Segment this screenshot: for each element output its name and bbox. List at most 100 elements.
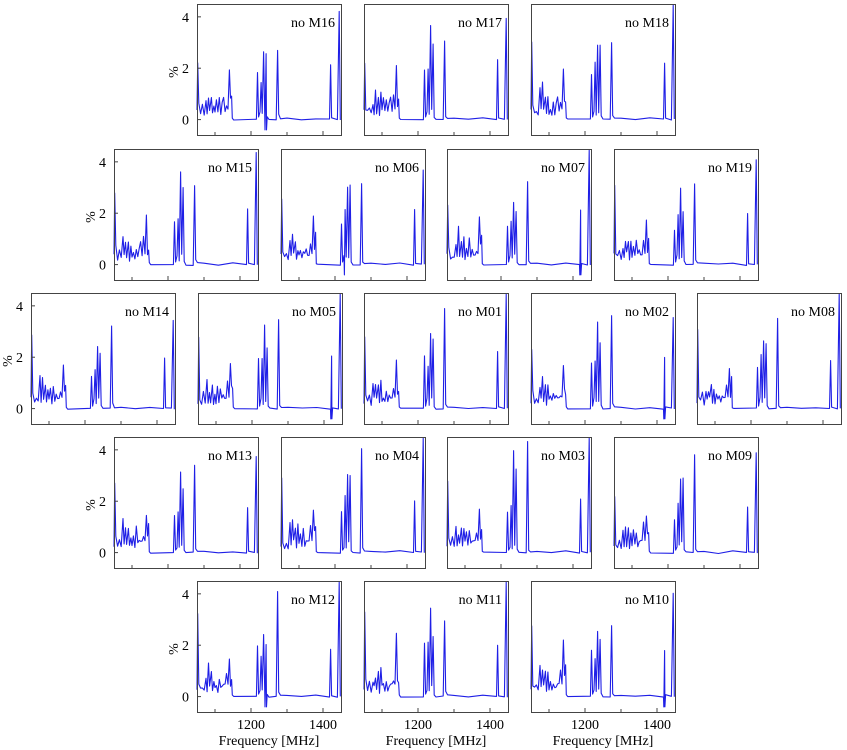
panel-label: no M10 [625,593,669,608]
y-tick-label: 4 [182,588,189,603]
series-line [30,319,175,410]
x-tick-label: 1200 [404,718,432,733]
axes-frame [447,149,592,281]
series-line [363,17,508,121]
y-tick-label: 2 [182,639,189,654]
series-line [613,159,758,266]
subplot-no-m16: 0 2 4% no M16 [167,4,342,136]
subplot-no-m19: no M19 [613,149,759,281]
y-tick-label: 0 [182,691,189,706]
y-tick-label: 2 [16,351,23,366]
y-axis-label: % [167,643,182,655]
y-axis-label: % [84,211,99,223]
x-axis-label: Frequency [MHz] [553,734,654,749]
subplot-no-m07: no M07 [446,149,592,281]
subplot-no-m09: no M09 [613,437,759,569]
y-axis-label: % [84,499,99,511]
subplot-no-m02: no M02 [530,293,676,425]
series-line [613,452,758,555]
y-tick-label: 4 [99,444,106,459]
y-tick-label: 2 [99,495,106,510]
y-tick-label: 2 [99,207,106,222]
axes-frame [364,293,509,425]
y-axis-label: % [1,355,16,367]
subplot-no-m01: no M01 [363,293,509,425]
panel-label: no M06 [375,161,419,176]
panel-label: no M16 [291,16,335,31]
axes-frame [198,293,343,425]
axes-frame [364,4,509,136]
axes-frame [531,581,676,713]
panel-label: no M19 [708,161,752,176]
series-line [446,437,591,554]
subplot-no-m17: no M17 [363,4,509,136]
axes-frame [114,437,259,569]
y-tick-label: 0 [99,259,106,274]
panel-label: no M11 [459,593,502,608]
series-line [197,293,342,420]
axes-frame [114,149,259,281]
series-line [363,581,508,698]
axes-frame [614,149,759,281]
y-tick-label: 2 [182,62,189,77]
series-line [446,149,591,276]
panel-label: no M09 [708,449,752,464]
subplot-no-m04: no M04 [280,437,426,569]
axes-frame [447,437,592,569]
subplot-no-m15: 0 2 4% no M15 [84,149,259,281]
axes-frame [697,293,842,425]
series-line [696,293,841,410]
panel-label: no M04 [375,449,419,464]
panel-label: no M18 [625,16,669,31]
series-line [196,10,341,131]
y-tick-label: 4 [16,300,23,315]
subplot-no-m08: no M08 [696,293,842,425]
panel-label: no M05 [292,305,336,320]
y-tick-label: 0 [99,547,106,562]
x-tick-label: 1400 [643,718,671,733]
x-tick-label: 1200 [237,718,265,733]
panel-label: no M17 [458,16,502,31]
series-line [113,455,258,554]
axes-frame [614,437,759,569]
axes-frame [197,4,342,136]
axes-frame [281,149,426,281]
subplot-no-m05: no M05 [197,293,343,425]
subplot-no-m13: 0 2 4% no M13 [84,437,259,569]
axes-frame [531,293,676,425]
y-tick-label: 0 [182,114,189,129]
panel-label: no M02 [625,305,669,320]
series-line [113,151,258,266]
series-line [196,581,341,708]
y-tick-label: 4 [182,11,189,26]
panel-label: no M08 [791,305,835,320]
subplot-no-m03: no M03 [446,437,592,569]
subplot-no-m14: 0 2 4% no M14 [1,293,176,425]
panel-label: no M13 [208,449,252,464]
subplot-no-m06: no M06 [280,149,426,281]
panel-label: no M01 [458,305,502,320]
y-axis-label: % [167,66,182,78]
panel-label: no M15 [208,161,252,176]
panel-label: no M14 [125,305,169,320]
axes-frame [364,581,509,713]
series-line [530,592,675,708]
x-tick-label: 1200 [571,718,599,733]
series-line [280,437,425,554]
y-tick-label: 0 [16,403,23,418]
subplot-no-m18: no M18 [530,4,676,136]
panel-label: no M12 [291,593,335,608]
panel-label: no M07 [541,161,585,176]
panel-label: no M03 [541,449,585,464]
axes-frame [281,437,426,569]
series-line [530,315,675,420]
axes-frame [197,581,342,713]
x-axis-label: Frequency [MHz] [386,734,487,749]
axes-frame [531,4,676,136]
x-tick-label: 1400 [476,718,504,733]
axes-frame [31,293,176,425]
